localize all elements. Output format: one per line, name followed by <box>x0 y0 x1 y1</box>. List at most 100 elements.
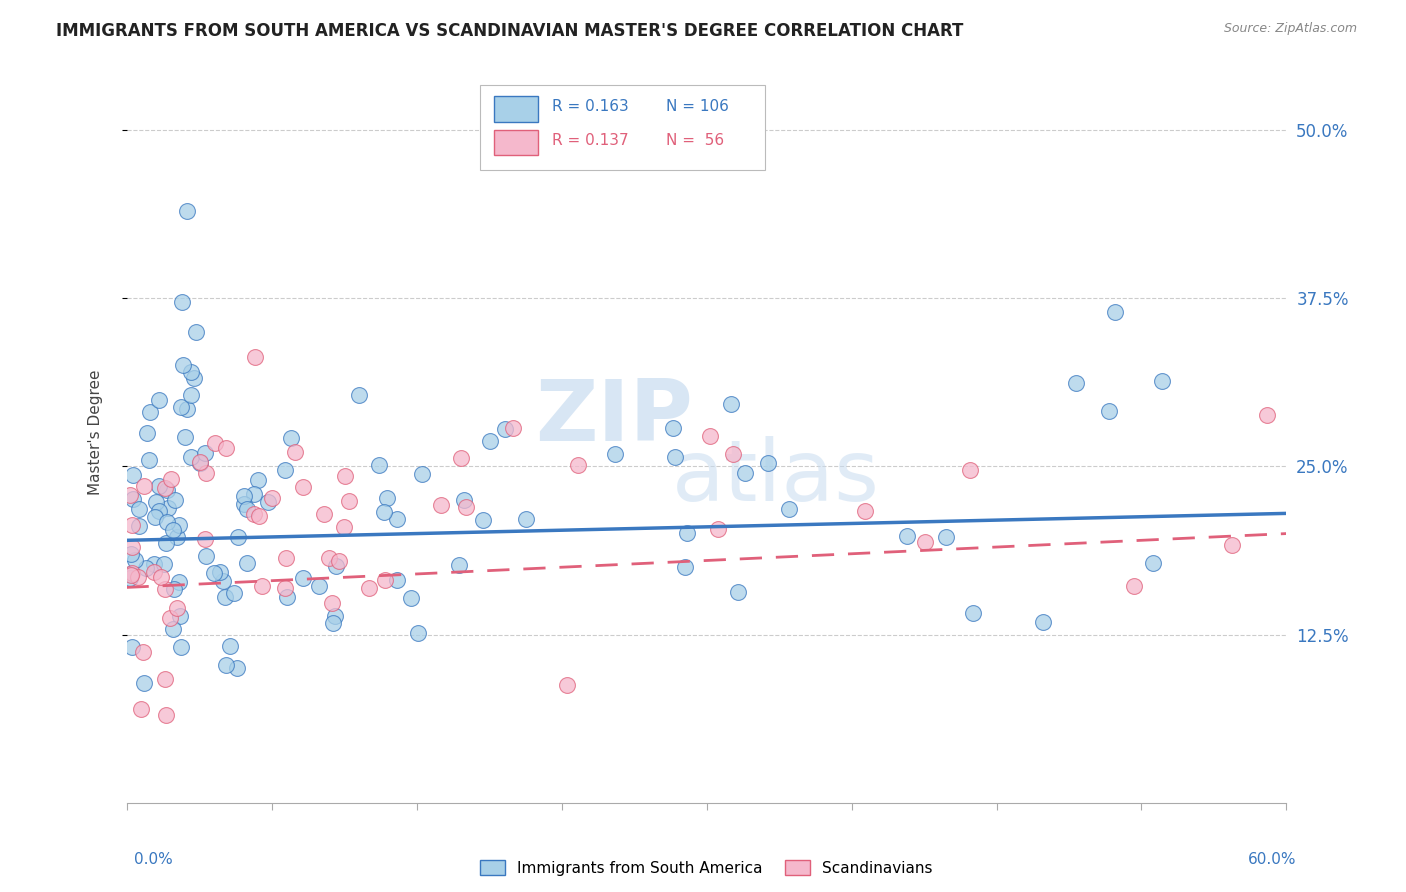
Point <box>406 626 429 640</box>
Text: Source: ZipAtlas.com: Source: ZipAtlas.com <box>1223 22 1357 36</box>
Point <box>233 497 256 511</box>
Point <box>450 451 472 466</box>
Point <box>962 606 984 620</box>
Point <box>430 499 453 513</box>
Point <box>222 586 245 600</box>
Point <box>494 422 516 436</box>
Point <box>1142 556 1164 570</box>
Point <box>756 456 779 470</box>
Point <box>1123 579 1146 593</box>
FancyBboxPatch shape <box>481 85 765 169</box>
Text: 60.0%: 60.0% <box>1249 852 1296 867</box>
Point <box>368 458 391 472</box>
Point <box>132 645 155 659</box>
Point <box>170 400 193 414</box>
Point <box>853 504 876 518</box>
Point <box>167 574 190 589</box>
Point <box>333 468 356 483</box>
Point <box>291 571 314 585</box>
Point <box>155 536 177 550</box>
Point <box>184 325 207 339</box>
Point <box>247 508 270 523</box>
Point <box>274 550 297 565</box>
Point <box>454 500 477 514</box>
Point <box>387 573 409 587</box>
Point <box>401 591 423 605</box>
Point <box>453 493 475 508</box>
Point <box>167 517 190 532</box>
Point <box>959 463 981 477</box>
FancyBboxPatch shape <box>495 96 538 121</box>
Point <box>250 579 273 593</box>
Point <box>149 570 172 584</box>
Point <box>257 494 280 508</box>
Point <box>243 507 266 521</box>
Point <box>349 388 371 402</box>
Point <box>127 570 149 584</box>
Text: atlas: atlas <box>672 435 880 518</box>
Point <box>153 582 176 596</box>
Point <box>1064 376 1087 391</box>
Point <box>194 446 217 460</box>
Point <box>153 481 176 495</box>
Point <box>322 616 344 631</box>
Point <box>377 491 399 505</box>
Point <box>121 640 143 654</box>
Point <box>132 479 155 493</box>
Point <box>145 495 167 509</box>
Point <box>139 404 162 418</box>
Point <box>1256 409 1278 423</box>
Point <box>1098 404 1121 418</box>
Point <box>325 559 347 574</box>
Point <box>935 530 957 544</box>
Point <box>1152 374 1174 388</box>
FancyBboxPatch shape <box>495 130 538 155</box>
Point <box>479 434 502 449</box>
Point <box>194 533 217 547</box>
Point <box>160 472 183 486</box>
Point <box>664 450 686 464</box>
Point <box>211 574 233 588</box>
Point <box>515 512 537 526</box>
Point <box>673 560 696 574</box>
Point <box>314 507 336 521</box>
Point <box>228 530 250 544</box>
Point <box>233 489 256 503</box>
Point <box>308 579 330 593</box>
Point <box>169 609 191 624</box>
Point <box>180 450 202 464</box>
Point <box>274 463 297 477</box>
Point <box>120 571 142 585</box>
Point <box>720 397 742 411</box>
Point <box>195 466 218 480</box>
Text: R = 0.163: R = 0.163 <box>553 99 628 114</box>
Point <box>276 590 298 604</box>
Point <box>236 556 259 570</box>
Point <box>260 491 283 506</box>
Point <box>183 370 205 384</box>
Point <box>121 518 143 533</box>
Point <box>129 702 152 716</box>
Point <box>142 565 165 579</box>
Point <box>122 492 145 507</box>
Point <box>204 435 226 450</box>
Point <box>236 501 259 516</box>
Point <box>1032 615 1054 629</box>
Point <box>166 600 188 615</box>
Point <box>157 501 180 516</box>
Point <box>699 429 721 443</box>
Point <box>243 351 266 365</box>
Point <box>321 596 343 610</box>
Point <box>373 505 395 519</box>
Point <box>172 294 194 309</box>
Text: R = 0.137: R = 0.137 <box>553 133 628 148</box>
Point <box>162 622 184 636</box>
Point <box>723 447 745 461</box>
Point <box>1222 538 1244 552</box>
Point <box>202 566 225 580</box>
Point <box>896 529 918 543</box>
Point <box>472 513 495 527</box>
Legend: Immigrants from South America, Scandinavians: Immigrants from South America, Scandinav… <box>475 855 938 880</box>
Point <box>163 582 186 597</box>
Point <box>280 432 302 446</box>
